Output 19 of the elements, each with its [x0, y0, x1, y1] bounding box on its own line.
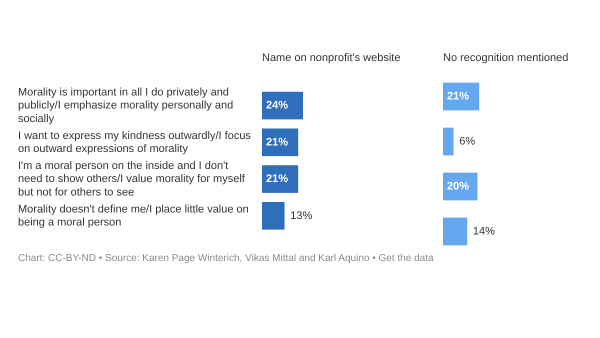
bar	[443, 218, 468, 246]
data-label: 21%	[266, 136, 288, 148]
bar	[443, 172, 478, 200]
y-tick-label: Morality is important in all I do privately and publicly/I emphasize morality personally and socially	[18, 86, 234, 125]
data-label: 20%	[447, 180, 470, 193]
data-label: 21%	[266, 173, 288, 186]
text: Chart: CC-BY-ND • Source: Karen Page Winterich, Vikas Mittal and Karl Aquino • Get the data	[18, 253, 434, 264]
data-label: 24%	[266, 100, 288, 112]
y-tick-label: I want to express my kindness outwardly/I focus on outward expressions of morality	[18, 130, 252, 155]
y-tick-label: Morality doesn't define me/I place little value on being a moral person	[18, 203, 249, 228]
data-label: 21%	[447, 90, 470, 103]
text: No recognition mentioned	[443, 52, 570, 66]
text: Name on nonprofit's website	[262, 52, 402, 66]
bar	[443, 82, 480, 110]
bar	[443, 128, 454, 156]
data-label: 14%	[472, 226, 496, 238]
y-tick-label: I'm a moral person on the inside and I don't need to show others/I value morality for myself but not for others to see	[18, 160, 246, 198]
data-label: 13%	[290, 210, 312, 222]
data-label: 6%	[459, 136, 476, 148]
